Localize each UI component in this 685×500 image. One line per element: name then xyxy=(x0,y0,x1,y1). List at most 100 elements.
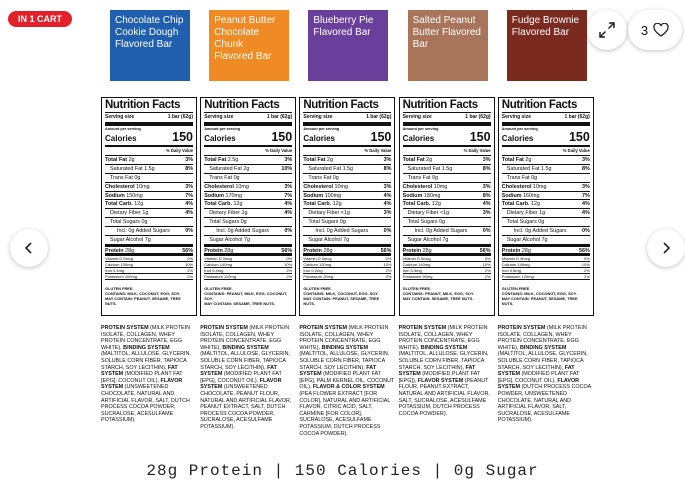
allergens: GLUTEN FREE. CONTAINS: MILK, COCONUT, EGG… xyxy=(502,280,590,306)
vitamin-amount: 140mg xyxy=(219,261,232,267)
serving-label: Serving size xyxy=(204,114,234,120)
ingredient-group: PROTEIN SYSTEM xyxy=(497,325,546,331)
nutrient: Sodium 170mg xyxy=(204,192,242,200)
vitamin-name: Vitamin D xyxy=(501,255,520,261)
nutrient-name: Protein xyxy=(204,247,223,254)
expand-button[interactable] xyxy=(587,10,627,50)
ingredient-group: PROTEIN SYSTEM xyxy=(398,325,447,331)
dv-header: % Daily Value xyxy=(303,147,392,156)
nutrient-row: Cholesterol 10mg 3% xyxy=(501,183,590,192)
calories-value: 150 xyxy=(568,130,590,144)
ingredient-text: (MALTITOL, ALLULOSE, GLYCERIN, SOLUBLE C… xyxy=(497,351,588,371)
nutrient-amount: 12g xyxy=(431,201,441,208)
next-button[interactable] xyxy=(647,229,685,267)
ingredient-group: FLAVOR SYSTEM xyxy=(101,377,183,391)
ingredients: PROTEIN SYSTEM (MILK PROTEIN ISOLATE, CO… xyxy=(200,325,296,431)
calories-label: Calories xyxy=(303,134,335,143)
nutrient-name: Incl. xyxy=(414,228,425,235)
nutrient-name: Total Fat xyxy=(303,157,326,163)
nutrition-facts: Nutrition Facts Serving size 1 bar (62g) Am… xyxy=(398,97,495,316)
nutrient: Sugar Alcohol 7g xyxy=(204,236,250,244)
nutrient-row: Cholesterol 10mg 3% xyxy=(303,183,392,192)
wishlist-button[interactable]: 3 xyxy=(628,10,682,50)
vitamin-dv: 0% xyxy=(385,255,392,261)
vitamin-name: Vitamin D xyxy=(204,255,222,261)
allergen-line: GLUTEN FREE. xyxy=(204,285,233,291)
ingredient-text: (MILK PROTEIN ISOLATE, COLLAGEN, WHEY PR… xyxy=(299,325,389,351)
nutrient-dv: 3% xyxy=(582,157,590,163)
nutrient-row: Dietary Fiber <1g 3% xyxy=(303,209,392,219)
nutrient-name: Cholesterol xyxy=(402,183,433,190)
vitamin-amount: 0mcg xyxy=(321,255,332,261)
nutrient: Dietary Fiber 1g xyxy=(502,209,545,217)
prev-button[interactable] xyxy=(10,229,48,267)
nutrient-amount: 7g xyxy=(442,237,449,244)
nutrient-dv: 8% xyxy=(383,165,392,172)
nutrient-amount: 7g xyxy=(541,237,548,244)
allergen-line: CONTAINS: PEANUT, MILK, EGG, SOY. xyxy=(402,290,475,296)
nutrient-dv: 0% xyxy=(582,228,590,235)
ingredient-group: FLAVOR SYSTEM xyxy=(417,377,464,384)
vitamin-amount: 0mcg xyxy=(420,255,431,261)
nutrient-amount: <1g xyxy=(340,210,350,217)
nutrient: Sodium 160mg xyxy=(502,192,540,200)
cart-badge: IN 1 CART xyxy=(8,11,72,27)
expand-icon xyxy=(599,22,615,38)
nutrient-name: Incl. xyxy=(117,228,127,235)
ingredient-text: (MILK PROTEIN ISOLATE, COLLAGEN, WHEY PR… xyxy=(200,325,290,351)
nf-title: Nutrition Facts xyxy=(105,99,193,113)
nutrient: Sodium 150mg xyxy=(105,192,143,200)
nutrient-row: Trans Fat 0g xyxy=(402,174,491,183)
ingredient-group: PROTEIN SYSTEM xyxy=(299,325,348,331)
calories-row: Calories 150 xyxy=(402,131,491,147)
vitamin-row: Potassium 100mg 2% xyxy=(105,274,193,280)
nutrient-amount: 2g xyxy=(525,157,532,163)
nutrient-row: Incl. 0g Added Sugars 0% xyxy=(402,227,491,237)
vitamin: Iron 0.4mg xyxy=(105,268,124,273)
nutrient-name-suffix: Added Sugars xyxy=(333,228,369,235)
dv-header: % Daily Value xyxy=(501,147,590,156)
nutrient: Saturated Fat 1.5g xyxy=(502,165,552,173)
vitamin-amount: 0.5mg xyxy=(509,267,521,273)
calories-label: Calories xyxy=(501,134,534,143)
vitamin-amount: 0mcg xyxy=(222,255,233,261)
nutrient: Saturated Fat 1.5g xyxy=(303,165,353,173)
nutrient-row: Saturated Fat 1.5g 8% xyxy=(501,165,590,174)
vitamin-dv: 0% xyxy=(584,255,590,261)
flavor-box: Salted Peanut Butter Flavored Bar xyxy=(407,10,488,81)
nutrient-dv: 4% xyxy=(284,201,293,208)
nutrient: Trans Fat 0g xyxy=(403,174,438,182)
nutrient-name: Dietary Fiber xyxy=(407,210,439,217)
nutrient-dv: 4% xyxy=(185,210,193,217)
nutrient-name: Saturated Fat xyxy=(308,165,342,172)
ingredients: PROTEIN SYSTEM (MILK PROTEIN ISOLATE, CO… xyxy=(399,325,495,417)
nutrient-dv: 4% xyxy=(383,192,392,199)
nutrient-name: Saturated Fat xyxy=(506,165,540,172)
vitamin-dv: 10% xyxy=(184,261,193,267)
nutrient-amount: 2g xyxy=(326,157,333,163)
flavor-box: Peanut Butter Chocolate Chunk Flavored B… xyxy=(209,10,290,81)
nutrient-amount: 2g xyxy=(426,157,433,163)
vitamin: Potassium 90mg xyxy=(403,274,433,279)
vitamin-amount: 130mg xyxy=(120,261,133,267)
nutrient-row: Trans Fat 0g xyxy=(501,174,590,183)
nutrient-amount: 1g xyxy=(241,210,248,217)
vitamin-amount: 0.4mg xyxy=(113,267,125,273)
vitamin-name: Potassium xyxy=(204,273,223,279)
nutrient-row: Sodium 170mg 7% xyxy=(204,192,293,201)
nutrient-amount: 0g xyxy=(141,219,148,226)
vitamin-row: Iron 0.3mg 2% xyxy=(402,268,491,274)
nutrient: Sodium 100mg xyxy=(303,192,341,200)
allergen-line: CONTAINS: MILK, COCONUT, EGG, SOY. xyxy=(501,290,577,296)
calories-value: 150 xyxy=(172,130,193,144)
nutrient-row: Sodium 150mg 7% xyxy=(105,192,193,201)
serving-label: Serving size xyxy=(105,114,135,120)
ingredient-text: (MILK PROTEIN ISOLATE, COLLAGEN, WHEY PR… xyxy=(101,325,190,351)
nutrient-row: Incl. 0g Added Sugars 0% xyxy=(105,227,193,237)
vitamin-dv: 0% xyxy=(385,273,392,279)
nf-title: Nutrition Facts xyxy=(501,99,590,113)
nutrient-dv: 3% xyxy=(482,183,491,190)
nutrient-row: Total Carb. 12g 4% xyxy=(105,200,193,210)
nutrient-dv: 3% xyxy=(185,157,193,163)
nutrient-row: Dietary Fiber <1g 3% xyxy=(402,209,491,219)
